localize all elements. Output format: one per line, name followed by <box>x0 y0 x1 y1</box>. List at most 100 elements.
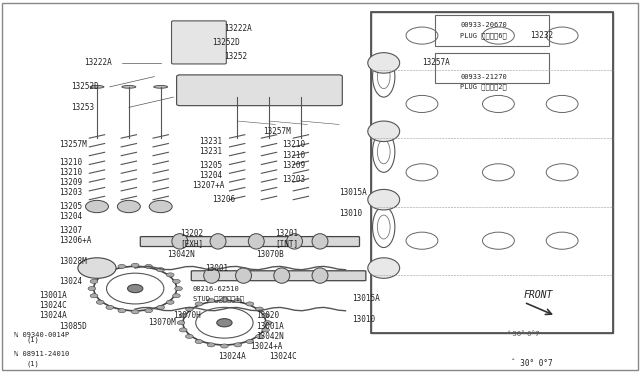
Text: 13210: 13210 <box>59 158 82 167</box>
Circle shape <box>207 343 215 347</box>
Circle shape <box>117 201 140 213</box>
Circle shape <box>177 321 185 325</box>
Ellipse shape <box>204 268 220 283</box>
Text: 13205: 13205 <box>199 161 222 170</box>
Circle shape <box>262 328 269 332</box>
Text: 13203: 13203 <box>282 175 305 184</box>
Text: 13001A: 13001A <box>40 291 67 300</box>
Ellipse shape <box>172 234 188 249</box>
Text: 00933-21270: 00933-21270 <box>460 74 507 80</box>
Circle shape <box>234 343 242 347</box>
Circle shape <box>246 340 253 344</box>
Text: 13042N: 13042N <box>167 250 195 259</box>
Circle shape <box>179 314 187 318</box>
Text: 13024A: 13024A <box>40 311 67 320</box>
Text: 13257M: 13257M <box>262 127 291 136</box>
Text: 13252: 13252 <box>225 52 248 61</box>
Text: 13001A: 13001A <box>256 322 284 331</box>
Text: 13204: 13204 <box>59 212 82 221</box>
Text: 13222A: 13222A <box>225 24 252 33</box>
Text: 13207+A: 13207+A <box>193 182 225 190</box>
Text: 13070M: 13070M <box>148 318 176 327</box>
Circle shape <box>246 302 253 306</box>
Text: 13010: 13010 <box>352 315 375 324</box>
Text: 13206+A: 13206+A <box>59 236 91 245</box>
Circle shape <box>234 299 242 303</box>
Text: 13257M: 13257M <box>59 141 86 150</box>
Circle shape <box>145 264 152 269</box>
Text: 13253: 13253 <box>72 103 95 112</box>
Ellipse shape <box>236 268 252 283</box>
Text: 13252D: 13252D <box>72 82 99 92</box>
Text: 13024+A: 13024+A <box>250 342 282 351</box>
FancyBboxPatch shape <box>177 75 342 106</box>
Text: 13070B: 13070B <box>256 250 284 259</box>
Ellipse shape <box>90 86 104 88</box>
Circle shape <box>131 263 139 267</box>
Ellipse shape <box>368 121 399 142</box>
Circle shape <box>106 305 113 310</box>
Circle shape <box>97 300 104 304</box>
Circle shape <box>86 201 108 213</box>
Ellipse shape <box>210 234 226 249</box>
Circle shape <box>78 258 116 278</box>
Text: 13210: 13210 <box>282 151 305 160</box>
Text: 13015A: 13015A <box>352 294 380 303</box>
Text: 13020: 13020 <box>256 311 280 320</box>
Text: ℕ 08911-24010: ℕ 08911-24010 <box>14 350 69 356</box>
Text: 13206: 13206 <box>212 195 235 204</box>
Text: 13028M: 13028M <box>59 257 86 266</box>
Circle shape <box>90 279 98 283</box>
Circle shape <box>255 334 263 339</box>
Text: 13042N: 13042N <box>256 332 284 341</box>
Circle shape <box>255 307 263 311</box>
Ellipse shape <box>274 268 290 283</box>
Text: 13232: 13232 <box>531 31 554 40</box>
Text: FRONT: FRONT <box>524 291 554 301</box>
Text: 13024A: 13024A <box>218 352 246 362</box>
Circle shape <box>97 273 104 277</box>
Circle shape <box>264 321 271 325</box>
Text: ℕ 09340-0014P: ℕ 09340-0014P <box>14 332 69 338</box>
Text: 13085D: 13085D <box>59 322 86 331</box>
Text: 13201: 13201 <box>275 230 298 238</box>
Text: 13222A: 13222A <box>84 58 112 67</box>
Text: (1): (1) <box>27 337 40 343</box>
Circle shape <box>90 294 98 298</box>
Text: 13209: 13209 <box>59 178 82 187</box>
FancyBboxPatch shape <box>191 271 366 281</box>
Text: 13024C: 13024C <box>269 352 297 362</box>
Ellipse shape <box>154 86 168 88</box>
Text: 00933-20670: 00933-20670 <box>460 22 507 28</box>
Circle shape <box>179 328 187 332</box>
Text: PLUG プラグ（6）: PLUG プラグ（6） <box>460 32 507 39</box>
Text: 08216-62510: 08216-62510 <box>193 286 239 292</box>
Text: (1): (1) <box>27 360 40 367</box>
Text: STUD スタッド（1）: STUD スタッド（1） <box>193 295 244 302</box>
Ellipse shape <box>287 234 303 249</box>
Ellipse shape <box>248 234 264 249</box>
Text: 13204: 13204 <box>199 171 222 180</box>
Ellipse shape <box>230 96 244 99</box>
Circle shape <box>131 310 139 314</box>
Text: 13210: 13210 <box>59 168 82 177</box>
Circle shape <box>127 285 143 293</box>
Ellipse shape <box>122 86 136 88</box>
Text: 13231: 13231 <box>199 137 222 146</box>
Circle shape <box>186 334 193 339</box>
Circle shape <box>195 340 203 344</box>
Text: ̂ 30° 0°7: ̂ 30° 0°7 <box>511 359 553 368</box>
Text: 13207: 13207 <box>59 226 82 235</box>
Circle shape <box>145 309 152 313</box>
Text: 13205: 13205 <box>59 202 82 211</box>
Text: 13202: 13202 <box>180 230 203 238</box>
Circle shape <box>88 286 96 291</box>
Text: 13024C: 13024C <box>40 301 67 310</box>
Circle shape <box>221 344 228 348</box>
Ellipse shape <box>294 96 308 99</box>
Text: PLUG プラグ（2）: PLUG プラグ（2） <box>460 84 507 90</box>
Circle shape <box>175 286 182 291</box>
Text: 13210: 13210 <box>282 141 305 150</box>
Circle shape <box>118 309 125 313</box>
Text: 13231: 13231 <box>199 147 222 156</box>
